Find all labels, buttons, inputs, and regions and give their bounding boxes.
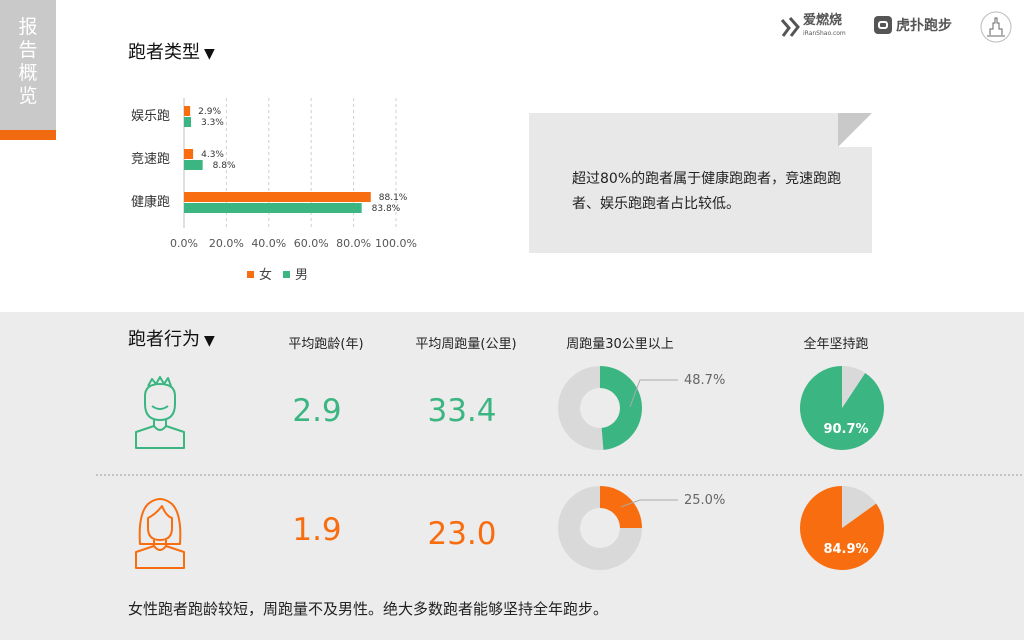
bar — [184, 117, 191, 127]
female-weekly-over-30km-donut: 25.0% — [558, 486, 725, 570]
female-year-round-pie: 84.9% — [800, 486, 884, 570]
female-runner-icon — [135, 498, 185, 569]
hupu-mark-icon — [874, 16, 892, 34]
x-tick-label: 40.0% — [251, 237, 286, 250]
leader-line — [621, 499, 678, 508]
category-label: 健康跑 — [131, 194, 170, 210]
legend-label: 女 — [259, 267, 272, 283]
shanghai-runner-logo — [980, 11, 1012, 43]
bar — [184, 160, 203, 170]
male-runner-icon — [135, 376, 185, 449]
donut-data-label: 48.7% — [684, 373, 725, 388]
hupu-logo: 虎扑跑步 — [874, 15, 952, 35]
sidebar-title: 报 告 概 览 — [0, 16, 56, 108]
female-avg-running-years: 1.9 — [292, 512, 342, 548]
header-avg-running-years: 平均跑龄(年) — [288, 337, 364, 352]
legend-swatch — [283, 271, 290, 278]
header-year-round-running: 全年坚持跑 — [803, 337, 869, 352]
donut-slice — [600, 366, 642, 450]
bar — [184, 203, 362, 213]
category-label: 娱乐跑 — [131, 109, 170, 124]
runner-type-heading: 跑者类型 ▼ — [128, 38, 215, 64]
runner-behavior-panel — [0, 312, 1024, 640]
iranshao-logo: 爱燃烧 iRanShao.com — [780, 14, 846, 40]
summary-text: 女性跑者跑龄较短，周跑量不及男性。绝大多数跑者能够坚持全年跑步。 — [128, 600, 609, 618]
hupu-logo-text: 虎扑跑步 — [896, 18, 952, 34]
bar-data-label: 2.9% — [198, 107, 221, 117]
runner-behavior-heading: 跑者行为 ▼ — [128, 325, 215, 351]
x-tick-label: 60.0% — [294, 237, 329, 250]
bar-data-label: 4.3% — [201, 150, 224, 160]
pie-data-label: 84.9% — [823, 542, 868, 557]
sidebar-title-char: 概 — [18, 62, 38, 84]
donut-hole — [580, 508, 620, 548]
header-avg-weekly-distance: 平均周跑量(公里) — [415, 337, 517, 352]
x-tick-label: 100.0% — [375, 237, 417, 250]
leader-line — [629, 379, 678, 407]
legend-label: 男 — [295, 268, 308, 283]
bar — [184, 192, 371, 202]
dropdown-arrow-icon[interactable]: ▼ — [204, 333, 215, 349]
donut-hole — [580, 388, 620, 428]
donut-data-label: 25.0% — [684, 493, 725, 508]
sidebar-title-char: 报 — [18, 16, 38, 38]
runner-type-bar-chart: 0.0% 20.0% 40.0% 60.0% 80.0% 100.0% 娱乐跑 2.9%3.3… — [131, 98, 417, 283]
male-year-round-pie: 90.7% — [800, 366, 884, 450]
shanghai-runner-badge-icon — [980, 11, 1012, 43]
sidebar: 报 告 概 览 — [0, 0, 56, 130]
header-weekly-over-30km: 周跑量30公里以上 — [566, 337, 674, 352]
dropdown-arrow-icon[interactable]: ▼ — [204, 46, 215, 62]
x-tick-label: 20.0% — [209, 237, 244, 250]
iranshao-logo-text: 爱燃烧 — [803, 13, 843, 28]
bar-data-label: 88.1% — [379, 193, 408, 203]
male-weekly-over-30km-donut: 48.7% — [558, 366, 725, 450]
note-box: 超过80%的跑者属于健康跑跑者，竞速跑跑者、娱乐跑跑者占比较低。 — [529, 113, 872, 253]
x-tick-label: 80.0% — [336, 237, 371, 250]
legend-swatch — [247, 271, 254, 278]
bar-data-label: 8.8% — [213, 161, 236, 171]
bar-data-label: 83.8% — [372, 204, 401, 214]
pie-data-label: 90.7% — [823, 422, 868, 437]
sidebar-title-char: 告 — [18, 39, 38, 61]
runner-behavior-title: 跑者行为 — [128, 329, 200, 350]
bar — [184, 106, 191, 116]
bar-data-label: 3.3% — [201, 118, 224, 128]
runner-type-title: 跑者类型 — [128, 42, 200, 63]
row-divider — [96, 474, 1022, 476]
iranshao-logo-sub: iRanShao.com — [803, 30, 846, 37]
sidebar-accent-bar — [0, 130, 56, 140]
male-avg-weekly-distance: 33.4 — [427, 393, 497, 429]
pie-slice-rest — [842, 366, 866, 408]
sidebar-title-char: 览 — [18, 85, 38, 107]
page-fold-corner — [838, 113, 872, 147]
pie-slice-rest — [842, 486, 877, 528]
bar — [184, 149, 194, 159]
note-text: 超过80%的跑者属于健康跑跑者，竞速跑跑者、娱乐跑跑者占比较低。 — [572, 171, 842, 212]
x-tick-label: 0.0% — [170, 237, 198, 250]
female-avg-weekly-distance: 23.0 — [427, 516, 497, 552]
iranshao-mark-icon — [780, 17, 800, 37]
category-label: 竞速跑 — [131, 151, 170, 167]
male-avg-running-years: 2.9 — [292, 393, 342, 429]
